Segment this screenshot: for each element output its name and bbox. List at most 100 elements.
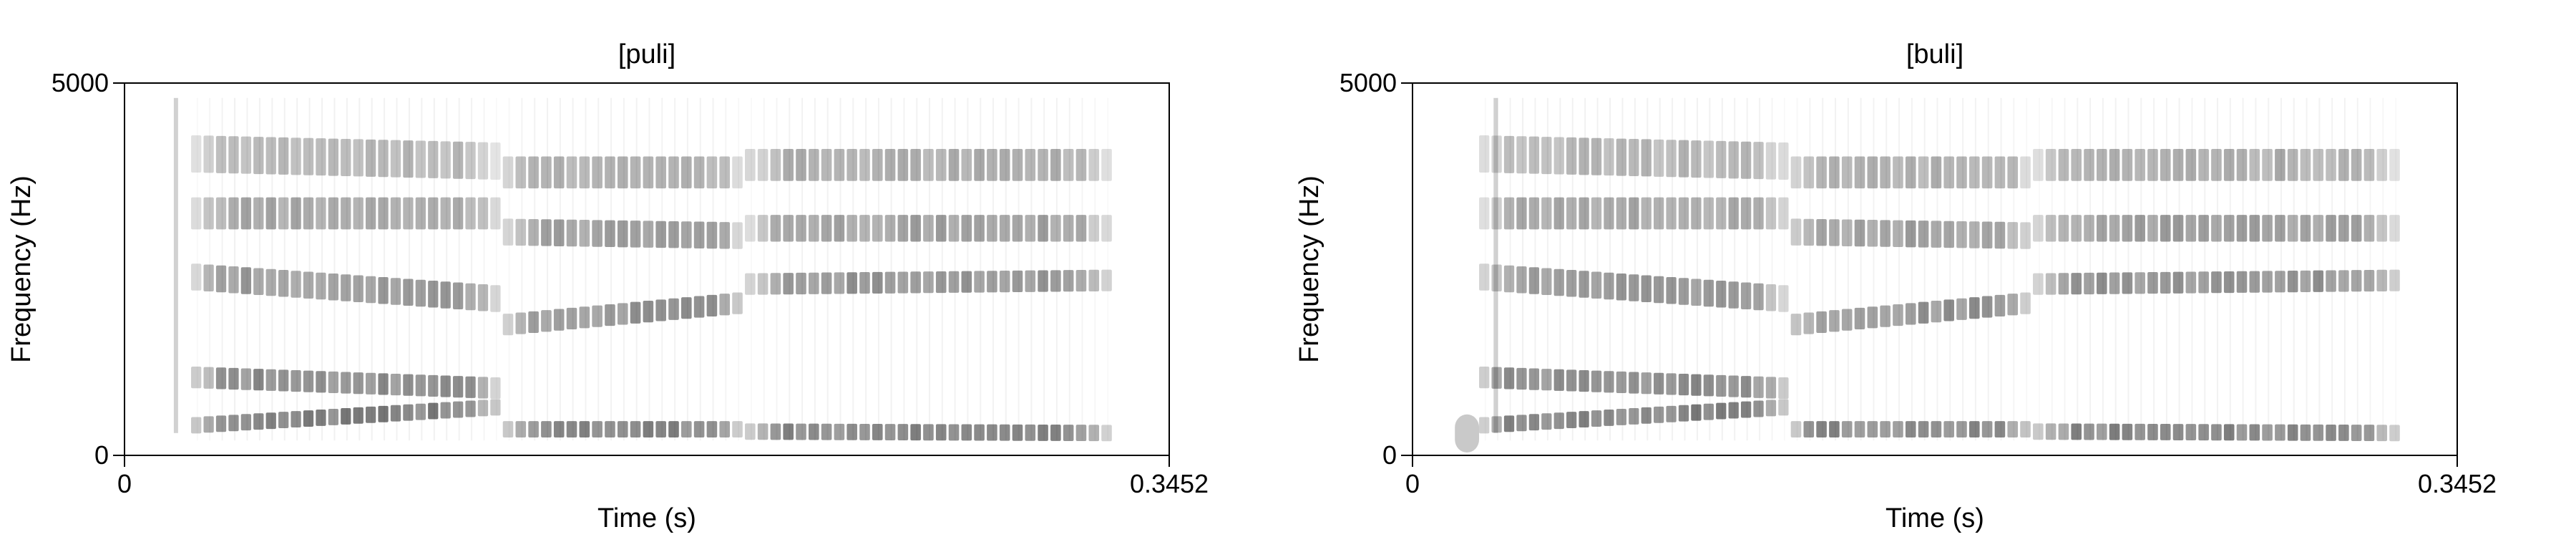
- formant-cell: [316, 272, 326, 300]
- formant-cell: [240, 368, 252, 390]
- plot-background: [1413, 83, 2457, 455]
- formant-cell: [465, 283, 476, 311]
- formant-cell: [2198, 149, 2209, 181]
- formant-cell: [592, 305, 602, 327]
- formant-cell: [1616, 274, 1627, 301]
- formant-cell: [872, 149, 883, 181]
- formant-cell: [757, 423, 769, 440]
- spectrogram-chart: [puli] 5000 0 0 0.3452 Time (s) Frequenc…: [6, 39, 1209, 533]
- formant-cell: [2389, 425, 2400, 442]
- formant-cell: [2160, 271, 2171, 294]
- glottal-pulse: [1081, 97, 1083, 441]
- glottal-pulse: [2000, 97, 2002, 441]
- formant-cell: [579, 156, 590, 189]
- glottal-pulse: [296, 97, 298, 441]
- glottal-pulse: [1709, 97, 1711, 441]
- glottal-pulse: [1018, 97, 1020, 441]
- formant-cell: [910, 271, 921, 294]
- formant-cell: [680, 221, 692, 248]
- formant-cell: [1479, 263, 1490, 291]
- glottal-pulse: [2140, 97, 2142, 441]
- glottal-pulse: [2026, 98, 2027, 440]
- glottal-pulse: [1885, 97, 1888, 441]
- formant-cell: [999, 271, 1010, 293]
- formant-cell: [1829, 219, 1840, 246]
- formant-cell: [452, 401, 464, 418]
- formant-cell: [502, 421, 514, 438]
- formant-cell: [2033, 149, 2044, 181]
- formant-cell: [605, 220, 615, 248]
- formant-cell: [1854, 219, 1865, 247]
- glottal-pulse: [572, 97, 574, 441]
- y-tick-label-min: 0: [94, 440, 109, 470]
- formant-cell: [2236, 424, 2248, 441]
- formant-cell: [1854, 421, 1865, 438]
- glottal-pulse: [597, 97, 600, 441]
- formant-cell: [528, 311, 539, 333]
- glottal-pulse: [1005, 97, 1007, 441]
- formant-cell: [428, 281, 439, 308]
- glottal-pulse: [1860, 97, 1862, 441]
- formant-cell: [821, 149, 832, 181]
- formant-cell: [477, 197, 489, 230]
- formant-cell: [1641, 139, 1652, 177]
- formant-cell: [2338, 149, 2349, 181]
- formant-cell: [1591, 410, 1602, 427]
- formant-cell: [2363, 269, 2375, 292]
- formant-cell: [987, 271, 997, 293]
- formant-cell: [553, 156, 565, 189]
- formant-cell: [1803, 218, 1815, 246]
- formant-cell: [1050, 425, 1061, 441]
- formant-cell: [366, 372, 376, 395]
- formant-cell: [1101, 215, 1112, 242]
- glottal-pulse: [2114, 97, 2117, 441]
- formant-cell: [1591, 370, 1602, 392]
- release-burst: [1493, 97, 1498, 433]
- formant-cell: [1956, 298, 1967, 320]
- glottal-pulse: [1672, 97, 1674, 441]
- glottal-pulse: [496, 98, 497, 440]
- formant-cell: [987, 215, 997, 242]
- formant-cell: [1012, 149, 1023, 181]
- formant-cell: [2033, 215, 2044, 242]
- glottal-pulse: [246, 97, 248, 441]
- formant-cell: [1716, 402, 1727, 420]
- formant-cell: [228, 415, 239, 432]
- formant-cell: [2135, 149, 2145, 181]
- formant-cell: [2147, 149, 2158, 181]
- formant-cell: [948, 215, 960, 242]
- formant-cell: [732, 156, 743, 189]
- formant-cell: [808, 149, 819, 181]
- formant-cell: [2313, 424, 2324, 441]
- formant-cell: [390, 278, 401, 305]
- formant-cell: [1528, 267, 1540, 294]
- formant-cell: [378, 277, 389, 304]
- glottal-pulse: [980, 97, 982, 441]
- spectrogram-chart: [buli] 5000 0 0 0.3452 Time (s) Frequenc…: [1294, 39, 2497, 533]
- formant-cell: [1880, 421, 1890, 438]
- formant-cell: [2326, 270, 2336, 292]
- formant-cell: [2376, 425, 2388, 442]
- formant-cell: [1553, 412, 1564, 430]
- formant-cell: [1981, 296, 1993, 318]
- formant-cell: [745, 149, 756, 181]
- formant-cell: [1753, 400, 1764, 417]
- formant-cell: [1691, 374, 1702, 396]
- formant-cell: [253, 197, 264, 230]
- formant-cell: [1994, 294, 2006, 316]
- formant-cell: [316, 371, 326, 393]
- formant-cell: [1616, 371, 1627, 394]
- formant-cell: [228, 136, 239, 174]
- formant-cell: [770, 423, 781, 440]
- formant-cell: [1981, 221, 1993, 248]
- glottal-pulse: [1094, 98, 1096, 440]
- formant-cell: [693, 296, 705, 318]
- formant-cell: [490, 197, 501, 230]
- formant-cell: [1566, 137, 1577, 175]
- formant-cell: [328, 138, 339, 176]
- formant-cell: [303, 137, 314, 175]
- formant-cell: [935, 271, 947, 294]
- formant-cell: [2122, 149, 2133, 181]
- formant-cell: [757, 215, 769, 242]
- formant-cell: [1880, 220, 1890, 247]
